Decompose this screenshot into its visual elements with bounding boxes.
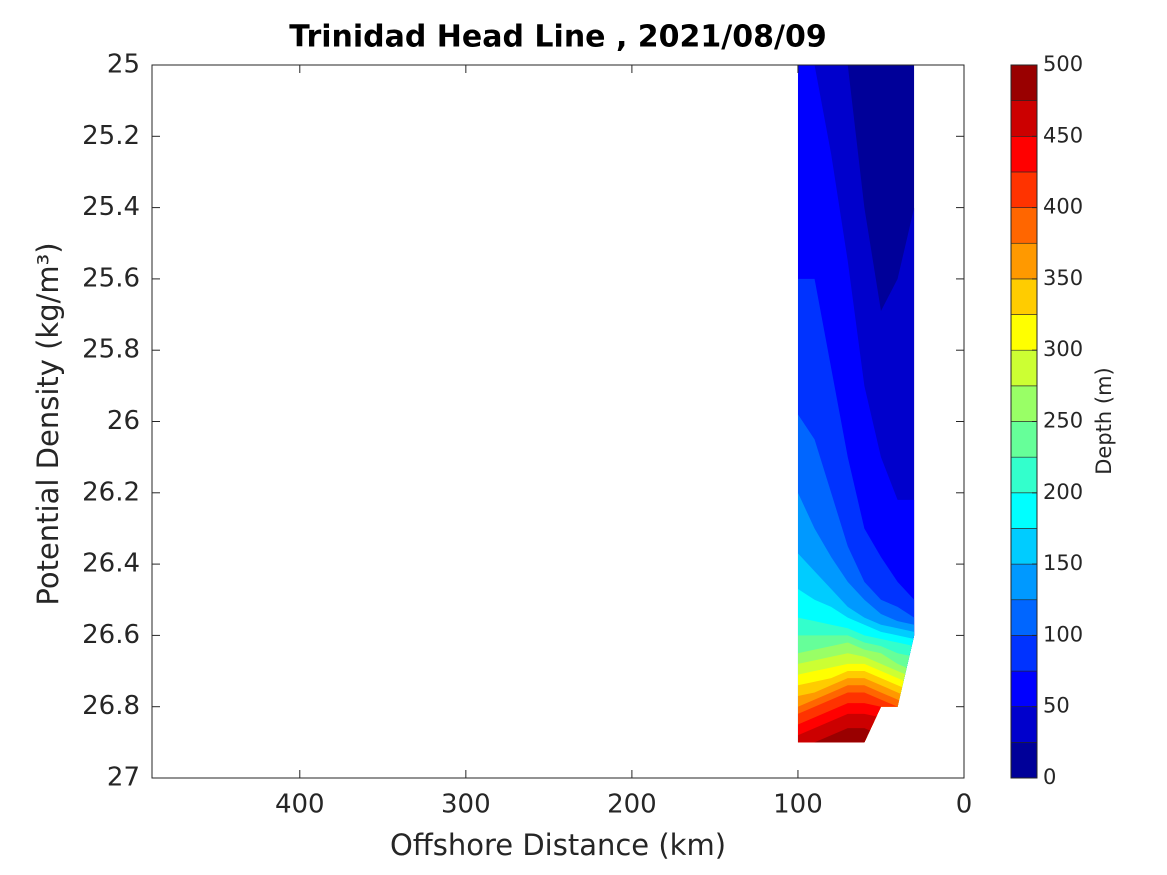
y-tick-label: 25 bbox=[107, 50, 140, 80]
colorbar-band bbox=[1010, 456, 1038, 494]
contour-fill bbox=[797, 65, 915, 743]
chart-title: Trinidad Head Line , 2021/08/09 bbox=[289, 20, 826, 55]
x-tick-label: 300 bbox=[441, 790, 491, 820]
colorbar-band bbox=[1010, 207, 1038, 244]
colorbar-band bbox=[1010, 136, 1038, 173]
x-tick-label: 100 bbox=[773, 790, 823, 820]
colorbar-tick-label: 200 bbox=[1043, 480, 1083, 504]
colorbar-band bbox=[1010, 385, 1038, 422]
y-axis-label: Potential Density (kg/m³) bbox=[31, 242, 65, 605]
colorbar-tick-label: 250 bbox=[1043, 409, 1083, 433]
colorbar-tick-label: 0 bbox=[1043, 765, 1056, 789]
y-tick-label: 27 bbox=[107, 763, 140, 793]
colorbar-band bbox=[1010, 421, 1038, 458]
y-tick-label: 25.8 bbox=[82, 335, 140, 365]
colorbar-tick-label: 100 bbox=[1043, 622, 1083, 646]
colorbar-tick-label: 400 bbox=[1043, 195, 1083, 219]
colorbar-band bbox=[1010, 635, 1038, 672]
colorbar-band bbox=[1010, 278, 1038, 315]
colorbar-band bbox=[1010, 599, 1038, 636]
colorbar-band bbox=[1010, 100, 1038, 137]
x-tick-label: 400 bbox=[275, 790, 325, 820]
y-tick-label: 25.4 bbox=[82, 192, 140, 222]
y-tick-label: 25.6 bbox=[82, 263, 140, 293]
colorbar-tick-label: 500 bbox=[1043, 52, 1083, 76]
y-tick-label: 26.8 bbox=[82, 691, 140, 721]
y-tick-label: 26 bbox=[107, 406, 140, 436]
x-tick-label: 200 bbox=[607, 790, 657, 820]
colorbar-band bbox=[1010, 706, 1038, 743]
x-tick-label: 0 bbox=[956, 790, 973, 820]
colorbar-band bbox=[1010, 64, 1038, 101]
y-tick-label: 25.2 bbox=[82, 121, 140, 151]
y-tick-label: 26.2 bbox=[82, 477, 140, 507]
colorbar-tick-label: 450 bbox=[1043, 123, 1083, 147]
y-tick-label: 26.6 bbox=[82, 620, 140, 650]
colorbar-tick-label: 150 bbox=[1043, 551, 1083, 575]
colorbar-band bbox=[1010, 670, 1038, 707]
colorbar-label: Depth (m) bbox=[1092, 367, 1116, 474]
y-tick-label: 26.4 bbox=[82, 549, 140, 579]
colorbar-band bbox=[1010, 171, 1038, 208]
colorbar-band bbox=[1010, 242, 1038, 280]
x-axis-label: Offshore Distance (km) bbox=[390, 828, 726, 862]
colorbar-band bbox=[1010, 742, 1038, 779]
colorbar-band bbox=[1010, 349, 1038, 387]
colorbar-band bbox=[1010, 528, 1038, 565]
colorbar-band bbox=[1010, 314, 1038, 351]
colorbar-tick-label: 300 bbox=[1043, 337, 1083, 361]
colorbar-band bbox=[1010, 563, 1038, 601]
colorbar-tick-label: 50 bbox=[1043, 694, 1070, 718]
colorbar-tick-label: 350 bbox=[1043, 266, 1083, 290]
colorbar-band bbox=[1010, 492, 1038, 529]
